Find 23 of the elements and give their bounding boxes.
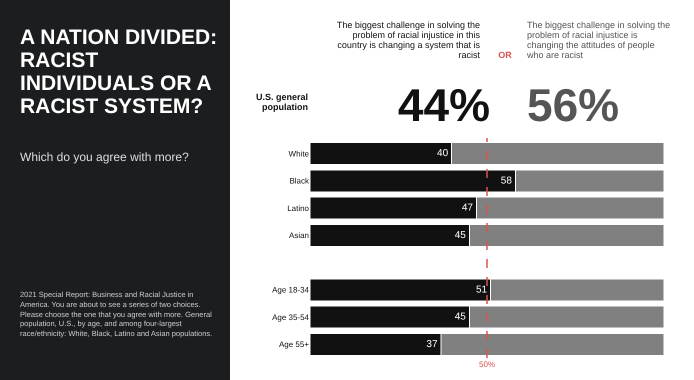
data-label: 45 (454, 230, 466, 241)
y-tick-label: Age 35-54 (272, 312, 310, 322)
data-label: 47 (462, 202, 474, 214)
text: 56% (527, 78, 620, 132)
text: A NATION DIVIDED: RACIST INDIVIDUALS OR A RACIST SYSTEM? (20, 26, 218, 118)
text: 44% (396, 78, 490, 132)
data-label: 58 (500, 175, 512, 186)
y-tick-label: Age 18-34 (272, 286, 310, 295)
data-label: 40 (437, 148, 449, 160)
text: The biggest challenge in solving the problem of racial injustice in this country is changing a system that is racist (336, 20, 480, 60)
y-tick-label: Black (289, 176, 310, 186)
y-tick-label: White (288, 149, 310, 158)
data-label: 51 (476, 284, 488, 296)
y-tick-label: Age 55+ (278, 340, 310, 350)
ref-line-label: 50% (479, 360, 496, 369)
text: The biggest challenge in solving the problem of racial injustice is changing the attitudes of people who are racist (527, 20, 672, 60)
text: U.S. general population (254, 92, 308, 112)
y-tick-label: Latino (287, 204, 310, 213)
y-tick-label: Asian (288, 231, 309, 240)
text: OR (497, 50, 513, 60)
data-label: 45 (454, 312, 466, 323)
data-label: 37 (426, 338, 438, 350)
text: Which do you agree with more? (20, 150, 190, 164)
